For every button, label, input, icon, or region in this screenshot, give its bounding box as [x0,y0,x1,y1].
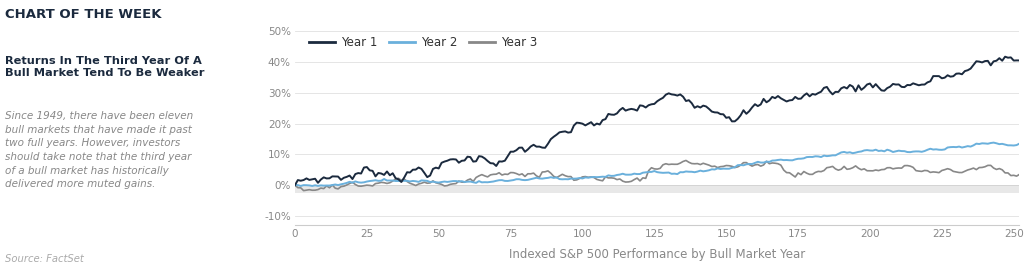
Legend: Year 1, Year 2, Year 3: Year 1, Year 2, Year 3 [304,31,542,53]
Text: Source: FactSet: Source: FactSet [5,254,84,264]
X-axis label: Indexed S&P 500 Performance by Bull Market Year: Indexed S&P 500 Performance by Bull Mark… [509,248,805,261]
Text: Since 1949, there have been eleven
bull markets that have made it past
two full : Since 1949, there have been eleven bull … [5,111,194,189]
Text: Returns In The Third Year Of A
Bull Market Tend To Be Weaker: Returns In The Third Year Of A Bull Mark… [5,56,205,78]
Bar [295,185,1019,193]
Text: CHART OF THE WEEK: CHART OF THE WEEK [5,8,161,21]
